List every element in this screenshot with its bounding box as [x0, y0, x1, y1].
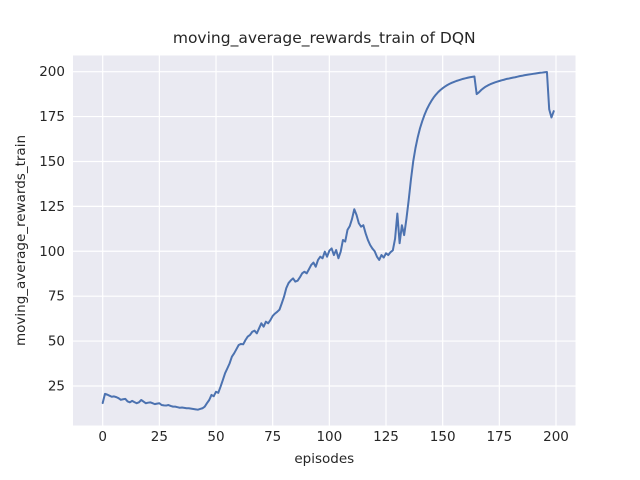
y-tick-label: 200	[39, 64, 65, 80]
y-tick-label: 175	[39, 109, 65, 125]
y-tick-label: 100	[39, 244, 65, 260]
x-axis-label: episodes	[294, 451, 354, 467]
x-tick-label: 150	[430, 429, 456, 445]
x-tick-label: 50	[207, 429, 224, 445]
y-tick-label: 150	[39, 154, 65, 170]
y-tick-label: 25	[48, 378, 65, 394]
x-tick-label: 200	[543, 429, 569, 445]
x-tick-label: 25	[151, 429, 168, 445]
y-tick-label: 125	[39, 199, 65, 215]
chart-title: moving_average_rewards_train of DQN	[173, 29, 476, 48]
x-tick-label: 75	[264, 429, 281, 445]
y-tick-label: 50	[48, 334, 65, 350]
x-tick-label: 0	[98, 429, 107, 445]
x-tick-label: 175	[486, 429, 512, 445]
y-axis-label: moving_average_rewards_train	[13, 135, 29, 346]
x-tick-label: 125	[373, 429, 399, 445]
series-line	[101, 71, 555, 411]
x-tick-label: 100	[316, 429, 342, 445]
y-tick-label: 75	[48, 289, 65, 305]
plot-area	[73, 55, 576, 426]
